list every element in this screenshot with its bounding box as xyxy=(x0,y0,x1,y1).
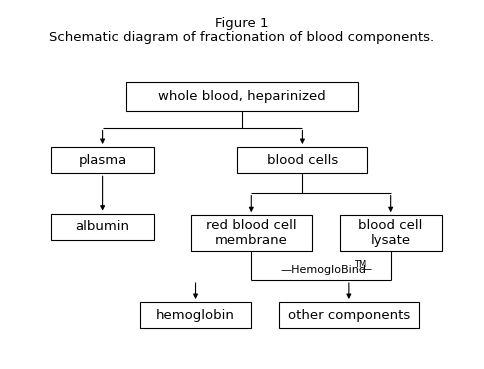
Text: whole blood, heparinized: whole blood, heparinized xyxy=(158,90,326,103)
FancyBboxPatch shape xyxy=(237,147,367,173)
Text: hemoglobin: hemoglobin xyxy=(156,308,235,322)
Text: blood cell
lysate: blood cell lysate xyxy=(359,219,423,247)
Text: Schematic diagram of fractionation of blood components.: Schematic diagram of fractionation of bl… xyxy=(49,31,435,44)
FancyBboxPatch shape xyxy=(340,215,442,251)
Text: —HemogloBind: —HemogloBind xyxy=(281,265,366,275)
FancyBboxPatch shape xyxy=(140,302,251,328)
Text: blood cells: blood cells xyxy=(267,154,338,167)
Text: albumin: albumin xyxy=(76,220,130,233)
FancyBboxPatch shape xyxy=(51,214,154,240)
FancyBboxPatch shape xyxy=(279,302,419,328)
Text: red blood cell
membrane: red blood cell membrane xyxy=(206,219,297,247)
FancyBboxPatch shape xyxy=(191,215,312,251)
Text: —: — xyxy=(361,265,372,275)
Text: other components: other components xyxy=(288,308,410,322)
FancyBboxPatch shape xyxy=(126,82,358,111)
Text: TM: TM xyxy=(354,260,366,269)
Text: plasma: plasma xyxy=(78,154,127,167)
Text: Figure 1: Figure 1 xyxy=(215,17,269,30)
FancyBboxPatch shape xyxy=(51,147,154,173)
